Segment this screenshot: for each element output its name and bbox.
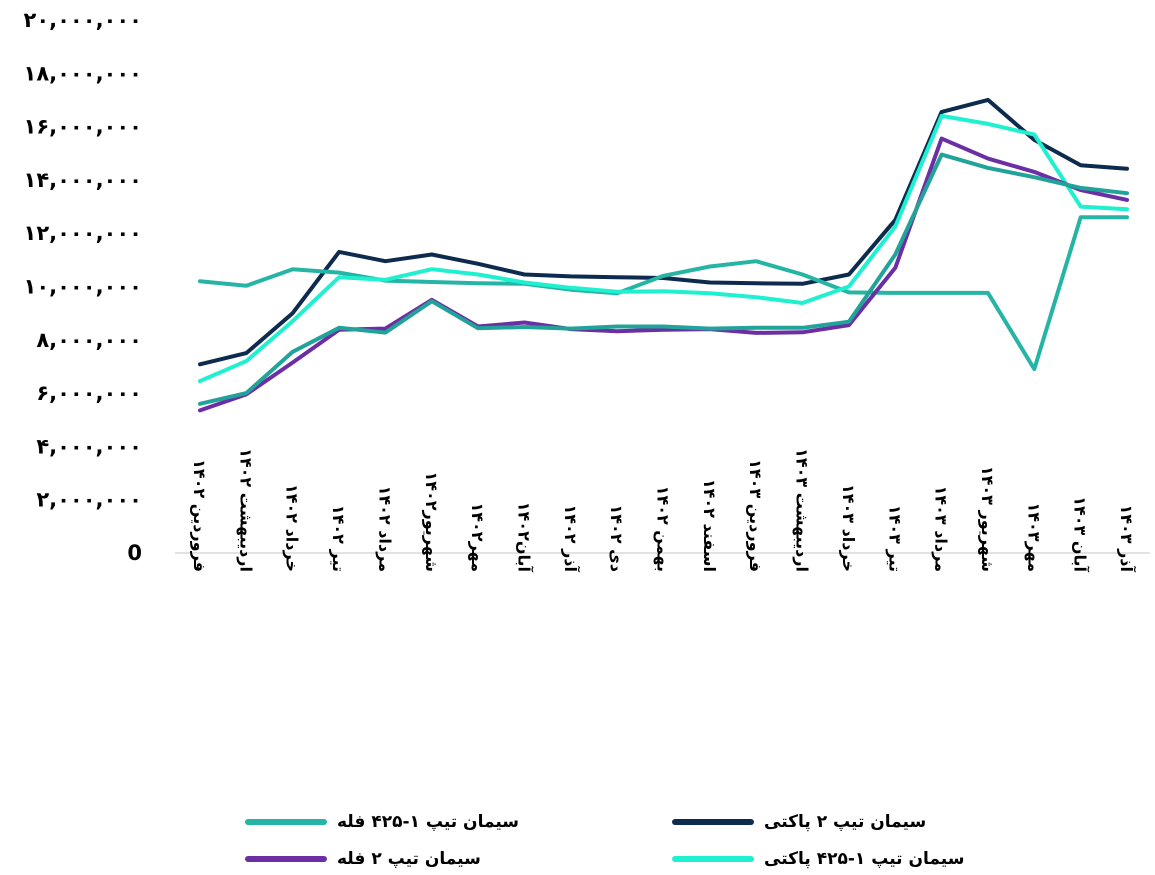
x-tick-label: مرداد ۱۴۰۲ xyxy=(375,486,394,572)
y-tick-label: ۱۶,۰۰۰,۰۰۰ xyxy=(24,115,143,139)
x-tick-label: مهر۱۴۰۲ xyxy=(468,503,487,572)
y-axis: 0 ۲,۰۰۰,۰۰۰ ۴,۰۰۰,۰۰۰ ۶,۰۰۰,۰۰۰ ۸,۰۰۰,۰۰۰ ۱۰,… xyxy=(24,8,143,565)
y-tick-label: ۱۸,۰۰۰,۰۰۰ xyxy=(24,61,143,85)
y-tick-label: ۸,۰۰۰,۰۰۰ xyxy=(36,328,142,352)
x-tick-label: مهر۱۴۰۳ xyxy=(1024,503,1043,572)
x-tick-label: آذر ۱۴۰۲ xyxy=(561,504,581,572)
x-tick-label: فروردین ۱۴۰۳ xyxy=(746,459,765,572)
series-line xyxy=(198,215,1129,372)
x-tick-label: فروردین ۱۴۰۲ xyxy=(190,459,209,572)
x-tick-label: آبان ۱۴۰۳ xyxy=(1071,496,1091,572)
y-tick-label: ۲,۰۰۰,۰۰۰ xyxy=(36,488,142,512)
x-tick-label: دی ۱۴۰۲ xyxy=(607,504,626,572)
x-axis: فروردین ۱۴۰۲ اردیبهشت ۱۴۰۲ خرداد ۱۴۰۲ تیر ۱… xyxy=(190,448,1137,572)
x-tick-label: اردیبهشت ۱۴۰۳ xyxy=(793,448,812,572)
x-tick-label: اردیبهشت ۱۴۰۲ xyxy=(236,448,255,572)
y-tick-label: ۶,۰۰۰,۰۰۰ xyxy=(36,381,142,405)
y-tick-label: 0 xyxy=(127,541,142,565)
x-tick-label: تیر ۱۴۰۲ xyxy=(329,505,348,572)
x-tick-label: خرداد ۱۴۰۳ xyxy=(839,484,858,572)
series-layer xyxy=(198,97,1129,413)
x-tick-label: شهریور ۱۴۰۳ xyxy=(978,466,997,572)
series-line xyxy=(198,152,1129,406)
series-line xyxy=(198,113,1129,384)
x-tick-label: شهریور۱۴۰۲ xyxy=(422,471,441,572)
x-tick-label: آذر ۱۴۰۳ xyxy=(1117,504,1137,572)
x-tick-label: خرداد ۱۴۰۲ xyxy=(283,484,302,572)
x-tick-label: بهمن ۱۴۰۲ xyxy=(654,486,673,572)
y-tick-label: ۱۲,۰۰۰,۰۰۰ xyxy=(24,221,143,245)
y-tick-label: ۴,۰۰۰,۰۰۰ xyxy=(36,434,142,458)
y-tick-label: ۱۰,۰۰۰,۰۰۰ xyxy=(24,275,143,299)
y-tick-label: ۲۰,۰۰۰,۰۰۰ xyxy=(24,8,143,32)
x-tick-label: اسفند ۱۴۰۲ xyxy=(700,479,719,572)
x-tick-label: آبان۱۴۰۲ xyxy=(514,502,534,573)
y-tick-label: ۱۴,۰۰۰,۰۰۰ xyxy=(24,168,143,192)
series-line xyxy=(198,97,1129,367)
x-tick-label: تیر ۱۴۰۳ xyxy=(885,505,904,572)
x-tick-label: مرداد ۱۴۰۳ xyxy=(932,486,951,572)
